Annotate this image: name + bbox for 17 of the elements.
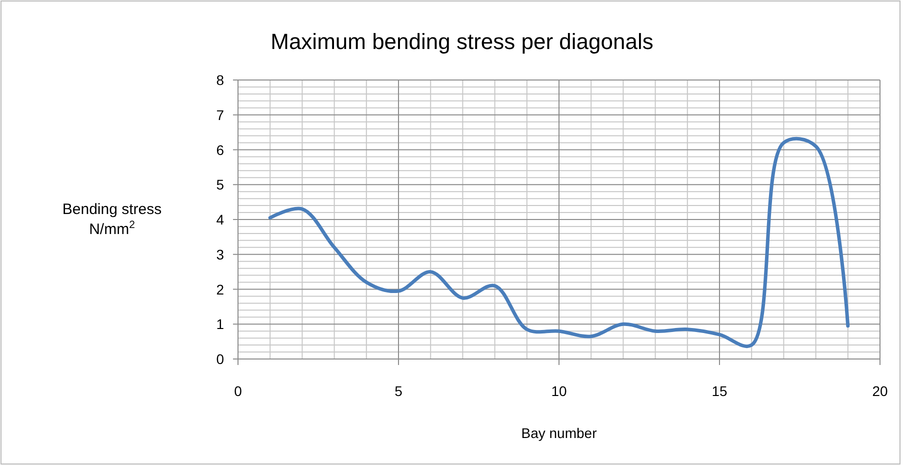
x-axis-title: Bay number bbox=[521, 425, 598, 441]
x-tick-label: 15 bbox=[712, 383, 728, 399]
y-tick-label: 8 bbox=[216, 72, 224, 88]
y-tick-label: 1 bbox=[216, 316, 224, 332]
y-tick-label: 4 bbox=[216, 212, 224, 228]
chart-title: Maximum bending stress per diagonals bbox=[270, 29, 654, 54]
x-tick-label: 5 bbox=[394, 383, 403, 399]
x-tick-label: 10 bbox=[551, 383, 567, 399]
y-tick-label: 0 bbox=[216, 351, 224, 367]
y-tick-label: 3 bbox=[216, 246, 224, 262]
y-tick-label: 7 bbox=[216, 106, 224, 123]
x-tick-label: 20 bbox=[872, 383, 888, 399]
y-tick-label: 5 bbox=[216, 176, 224, 193]
y-tick-label: 2 bbox=[216, 281, 224, 298]
x-tick-label: 0 bbox=[234, 383, 242, 399]
y-axis-title: Bending stress N/mm$^{2}$ bbox=[62, 201, 162, 238]
y-tick-label: 6 bbox=[216, 142, 224, 158]
